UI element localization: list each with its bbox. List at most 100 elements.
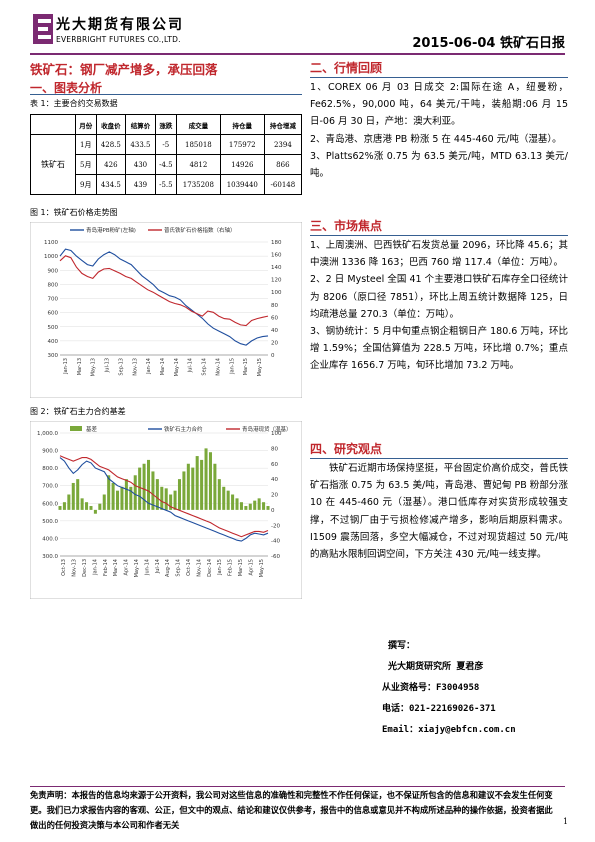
section-divider bbox=[310, 77, 568, 78]
y-tick-label-left: 1,000.0 bbox=[37, 431, 58, 437]
company-logo bbox=[33, 14, 53, 44]
y-tick-label-left: 1000 bbox=[44, 254, 58, 260]
x-tick-label: Jun-14 bbox=[144, 559, 150, 576]
author-line: 光大期货研究所 夏君彦 bbox=[388, 662, 484, 672]
y-tick-label-right: 60 bbox=[271, 315, 278, 321]
x-tick-label: Nov-13 bbox=[132, 358, 138, 376]
basis-bar bbox=[80, 498, 84, 510]
basis-bar bbox=[217, 479, 221, 510]
disclaimer: 免责声明：本报告的信息均来源于公开资料，我公司对这些信息的准确性和完整性不作任何… bbox=[30, 790, 553, 830]
table-cell: -4.5 bbox=[154, 154, 177, 175]
x-tick-label: Jan-14 bbox=[92, 559, 98, 576]
legend-label: 青岛港现货（湿基） bbox=[242, 425, 292, 433]
basis-bar bbox=[204, 448, 208, 510]
y-tick-label-left: 800 bbox=[48, 282, 59, 288]
basis-bar bbox=[146, 459, 151, 510]
series-line bbox=[59, 457, 269, 542]
chart1-caption: 图 1：铁矿石价格走势图 bbox=[30, 208, 118, 217]
x-tick-label: May-15 bbox=[259, 559, 265, 577]
table-cell: 14926 bbox=[219, 154, 265, 175]
research-view-text: 铁矿石近期市场保持坚挺，平台固定价高价成交，普氏铁矿石指涨 0.75 为 63.… bbox=[310, 460, 568, 563]
x-tick-label: Jan-14 bbox=[146, 358, 152, 375]
table-header-cell: 月份 bbox=[75, 114, 97, 135]
y-tick-label-right: 80 bbox=[271, 303, 278, 309]
list-item: 1、上周澳洲、巴西铁矿石发货总量 2096，环比降 45.6；其中澳洲 1336… bbox=[310, 240, 568, 269]
x-tick-label: Jul-14 bbox=[155, 559, 161, 574]
basis-bar bbox=[116, 490, 120, 510]
x-tick-label: Mar-14 bbox=[113, 559, 119, 576]
table-cell: -5 bbox=[154, 134, 177, 155]
x-tick-label: Dec-13 bbox=[82, 559, 88, 577]
y-tick-label-right: 80 bbox=[271, 446, 278, 452]
research-paragraph: 铁矿石近期市场保持坚挺，平台固定价高价成交，普氏铁矿石指涨 0.75 为 63.… bbox=[310, 463, 568, 561]
x-tick-label: Jan-15 bbox=[229, 358, 235, 375]
x-tick-label: Apr-14 bbox=[124, 559, 130, 576]
y-tick-label-left: 300.0 bbox=[42, 554, 58, 560]
legend-label: 青岛港PB粉矿(左轴) bbox=[86, 226, 136, 234]
basis-bar bbox=[155, 479, 159, 510]
y-tick-label-right: 40 bbox=[271, 477, 278, 483]
report-date-title: 2015-06-04 铁矿石日报 bbox=[412, 36, 565, 51]
basis-bar bbox=[58, 506, 62, 510]
table-cell: 433.5 bbox=[125, 134, 156, 155]
section-divider bbox=[310, 235, 568, 236]
table-header-cell bbox=[30, 114, 76, 135]
x-tick-label: Feb-14 bbox=[103, 559, 109, 576]
table-cell: 2394 bbox=[263, 134, 303, 155]
basis-bar bbox=[169, 494, 173, 510]
table-cell: 1735208 bbox=[175, 174, 221, 195]
table-cell: 1039440 bbox=[219, 174, 265, 195]
y-tick-label-right: 20 bbox=[271, 340, 278, 346]
y-tick-label-right: 60 bbox=[271, 462, 278, 468]
table-cell: 5月 bbox=[75, 154, 97, 175]
y-tick-label-right: 100 bbox=[271, 290, 282, 296]
x-tick-label: Apr-15 bbox=[248, 559, 254, 576]
basis-bar bbox=[239, 502, 243, 510]
y-tick-label-right: -60 bbox=[271, 554, 280, 560]
y-tick-label-left: 900.0 bbox=[42, 449, 58, 455]
basis-bar bbox=[266, 506, 270, 510]
footer-divider bbox=[30, 786, 565, 787]
basis-bar bbox=[102, 494, 106, 510]
basis-bar bbox=[71, 482, 75, 510]
legend-label: 普氏铁矿石价格指数（右轴） bbox=[164, 226, 236, 234]
x-tick-label: Aug-14 bbox=[165, 559, 171, 577]
y-tick-label-left: 600 bbox=[48, 311, 59, 317]
basis-bar bbox=[85, 502, 89, 510]
y-tick-label-right: 20 bbox=[271, 493, 278, 499]
table-cell: 430 bbox=[125, 154, 156, 175]
basis-bar bbox=[262, 502, 266, 510]
x-tick-label: Dec-14 bbox=[207, 559, 213, 577]
y-tick-label-right: 140 bbox=[271, 265, 282, 271]
x-tick-label: Jan-13 bbox=[63, 358, 69, 375]
y-tick-label-right: -20 bbox=[271, 523, 280, 529]
basis-chart: 1,000.0 900.0 800.0 700.0 600.0 500.0 400.0 300… bbox=[30, 421, 302, 599]
table-cell: -60148 bbox=[263, 174, 303, 195]
y-tick-label-left: 400 bbox=[48, 339, 59, 345]
basis-bar bbox=[76, 479, 80, 510]
basis-bar bbox=[208, 452, 212, 510]
x-tick-label: Mar-13 bbox=[77, 358, 83, 375]
y-tick-label-left: 1100 bbox=[44, 240, 58, 246]
basis-bar bbox=[213, 463, 217, 510]
basis-bar bbox=[257, 498, 261, 510]
row-label: 铁矿石 bbox=[30, 134, 76, 195]
list-item: 2、2 日 Mysteel 全国 41 个主要港口铁矿石库存全口径统计为 820… bbox=[310, 274, 568, 320]
basis-bar bbox=[111, 482, 115, 510]
table-cell: 1月 bbox=[75, 134, 97, 155]
x-tick-label: Sep-14 bbox=[176, 559, 182, 577]
basis-bar bbox=[248, 503, 252, 510]
table-cell: 426 bbox=[95, 154, 127, 175]
header-divider bbox=[30, 53, 565, 55]
chart2-caption: 图 2：铁矿石主力合约基差 bbox=[30, 407, 126, 416]
table-row: 铁矿石 1月 428.5 433.5 -5 185018 175972 2394 bbox=[30, 134, 303, 195]
basis-bar bbox=[129, 486, 133, 510]
basis-bar bbox=[160, 486, 164, 510]
section-chart-analysis-title: 一、图表分析 bbox=[30, 81, 103, 95]
x-tick-label: May-14 bbox=[174, 358, 180, 376]
y-tick-label-left: 700 bbox=[48, 297, 59, 303]
x-tick-label: Nov-14 bbox=[196, 559, 202, 577]
series-line bbox=[59, 248, 269, 346]
y-tick-label-right: 120 bbox=[271, 278, 282, 284]
basis-bar bbox=[244, 506, 248, 510]
